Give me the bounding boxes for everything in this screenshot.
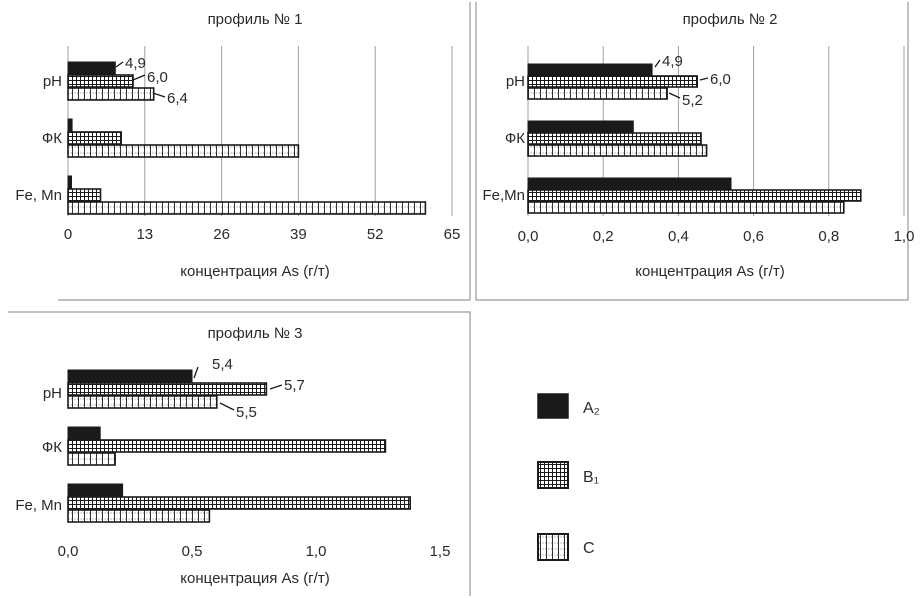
- category-label: Fe,Mn: [482, 187, 525, 204]
- x-tick-label: 1,0: [894, 228, 915, 245]
- x-axis-label: концентрация As (г/т): [180, 263, 329, 280]
- x-tick-label: 1,0: [306, 543, 327, 560]
- data-label: 4,9: [662, 53, 683, 70]
- data-label: 6,4: [167, 90, 188, 107]
- bar-group: [527, 63, 862, 214]
- bar-b1: [67, 496, 412, 510]
- bar-b1: [527, 132, 702, 145]
- bar-c: [67, 509, 211, 523]
- x-tick-label: 0,0: [518, 228, 539, 245]
- chart-title: профиль № 1: [208, 11, 303, 28]
- data-label: 4,9: [125, 55, 146, 72]
- data-label-group: 4,9 6,0 6,4: [115, 55, 188, 107]
- bar-a2: [527, 63, 653, 76]
- bar-b1: [67, 131, 123, 145]
- panel-2: профиль № 2 0,0 0,2 0,4 0,6 0,8 1,0 pH Ф…: [482, 11, 914, 280]
- x-tick-label: 65: [444, 226, 461, 243]
- category-label: ФК: [42, 130, 62, 147]
- bar-c: [67, 144, 300, 158]
- legend-label: C: [583, 540, 595, 557]
- bar-a2: [527, 120, 634, 133]
- bar-a2: [527, 177, 732, 190]
- legend-swatch-solid: [537, 393, 569, 419]
- legend: A₂ B₁ C: [537, 393, 600, 561]
- bar-a2: [67, 426, 101, 440]
- label-leader: [654, 59, 661, 68]
- panel-3-border: [8, 311, 471, 596]
- category-label: ФК: [42, 439, 62, 456]
- bar-b1: [67, 382, 268, 396]
- bar-b1: [67, 74, 134, 88]
- panel-frames: [8, 2, 909, 596]
- bar-a2: [67, 369, 193, 383]
- panel-2-border: [475, 2, 909, 301]
- x-tick-label: 1,5: [430, 543, 451, 560]
- data-label: 5,4: [212, 356, 233, 373]
- bar-c: [67, 395, 218, 409]
- label-leader: [193, 366, 199, 379]
- data-label-group: 5,4 5,7 5,5: [193, 356, 305, 421]
- bar-a2: [67, 118, 73, 132]
- category-label: pH: [43, 73, 62, 90]
- x-tick-label: 0,2: [593, 228, 614, 245]
- category-label: ФК: [505, 130, 525, 147]
- bar-b1: [527, 75, 698, 88]
- bar-c: [67, 87, 155, 101]
- label-leader: [132, 74, 146, 81]
- data-label: 5,5: [236, 404, 257, 421]
- panel-3: профиль № 3 0,0 0,5 1,0 1,5 pH ФК Fe, Mn…: [15, 325, 450, 587]
- legend-swatch-grid: [537, 461, 569, 489]
- data-label: 6,0: [710, 71, 731, 88]
- x-tick-label: 39: [290, 226, 307, 243]
- bar-c: [527, 144, 708, 157]
- x-tick-label: 0,4: [668, 228, 689, 245]
- bar-b1: [67, 439, 387, 453]
- label-leader: [115, 61, 124, 68]
- panel-1: профиль № 1 0 13 26 39 52 65 pH ФК Fe, M…: [15, 11, 460, 280]
- label-leader: [152, 92, 166, 98]
- bar-b1: [67, 188, 102, 202]
- bar-c: [67, 201, 427, 215]
- label-leader: [269, 384, 283, 390]
- legend-label: B₁: [583, 469, 599, 486]
- x-tick-label: 0,8: [818, 228, 839, 245]
- data-label: 6,0: [147, 69, 168, 86]
- data-label: 5,2: [682, 92, 703, 109]
- chart-title: профиль № 3: [208, 325, 303, 342]
- bar-a2: [67, 61, 116, 75]
- legend-label: A₂: [583, 400, 600, 417]
- x-axis-label: концентрация As (г/т): [180, 570, 329, 587]
- bar-c: [67, 452, 116, 466]
- bar-group: [67, 61, 427, 215]
- bar-c: [527, 87, 668, 100]
- data-label-group: 4,9 6,0 5,2: [654, 53, 731, 109]
- category-label: Fe, Mn: [15, 497, 62, 514]
- x-tick-label: 0,0: [58, 543, 79, 560]
- x-tick-label: 0,6: [743, 228, 764, 245]
- x-tick-label: 52: [367, 226, 384, 243]
- bar-b1: [527, 189, 862, 202]
- category-label: Fe, Mn: [15, 187, 62, 204]
- legend-swatch-dotted: [537, 533, 569, 561]
- x-tick-label: 0: [64, 226, 72, 243]
- bar-group: [67, 369, 412, 523]
- chart-title: профиль № 2: [683, 11, 778, 28]
- label-leader: [699, 77, 709, 81]
- x-tick-label: 0,5: [182, 543, 203, 560]
- category-label: pH: [506, 73, 525, 90]
- bar-a2: [67, 483, 124, 497]
- x-tick-label: 13: [136, 226, 153, 243]
- panel-1-border: [58, 2, 471, 301]
- label-leader: [668, 92, 681, 99]
- bar-a2: [67, 175, 72, 189]
- data-label: 5,7: [284, 377, 305, 394]
- x-axis-label: концентрация As (г/т): [635, 263, 784, 280]
- x-tick-label: 26: [213, 226, 230, 243]
- category-label: pH: [43, 385, 62, 402]
- label-leader: [219, 402, 235, 411]
- bar-c: [527, 201, 845, 214]
